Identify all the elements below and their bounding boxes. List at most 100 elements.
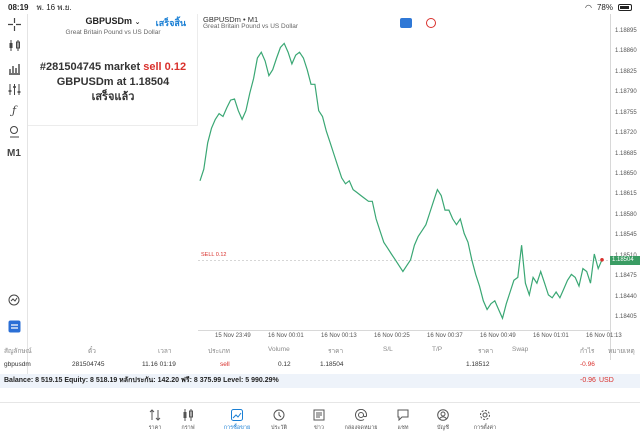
row-ticket: 281504745	[72, 361, 105, 368]
col-type: ประเภท	[208, 348, 230, 355]
nav-quotes-label: ราคา	[148, 425, 162, 431]
balance-currency: USD	[599, 377, 614, 384]
status-bar: 08:19 พ. 16 พ.ย. ◠ 78%	[0, 0, 640, 14]
row-current-price: 1.18512	[466, 361, 490, 368]
notification-symbol: GBPUSDm	[85, 16, 133, 26]
chart-icon	[183, 409, 193, 421]
mailbox-icon	[355, 409, 367, 421]
trade-notification: GBPUSDm ⌄ เสร็จสิ้น Great Britain Pound …	[28, 14, 198, 126]
positions-table-header: สัญลักษณ์ ตั๋ว เวลา ประเภท Volume ราคา S…	[0, 346, 640, 356]
chart-toolbar: ƒ M1	[0, 14, 28, 376]
price-tick: 1.18510	[615, 253, 637, 259]
objects-icon[interactable]	[5, 123, 23, 139]
account-icon	[437, 409, 449, 421]
nav-mailbox[interactable]: กล่องจดหมาย	[344, 409, 378, 432]
time-tick: 16 Nov 01:13	[586, 333, 622, 339]
col-ticket: ตั๋ว	[88, 348, 96, 355]
price-tick: 1.18825	[615, 68, 637, 75]
trade-level-icon[interactable]	[400, 18, 412, 28]
price-tick: 1.18860	[615, 48, 637, 55]
nav-history-label: ประวัติ	[270, 425, 288, 431]
nav-history[interactable]: ประวัติ	[262, 409, 296, 432]
price-tick: 1.18440	[615, 293, 637, 300]
nav-settings[interactable]: การตั้งค่า	[468, 409, 502, 432]
price-tick: 1.18895	[615, 27, 637, 34]
notification-status: เสร็จแล้ว	[91, 91, 135, 103]
row-type: sell	[220, 361, 230, 368]
price-tick: 1.18475	[615, 273, 637, 280]
bar-chart-icon[interactable]	[5, 60, 23, 76]
col-comment: หมายเหตุ	[608, 348, 635, 355]
price-line	[199, 42, 603, 321]
timeframe-button[interactable]: M1	[7, 147, 21, 159]
price-tick: 1.18720	[615, 130, 637, 137]
nav-chat[interactable]: แชท	[386, 409, 420, 432]
settings-icon	[480, 410, 490, 420]
crosshair-icon[interactable]	[5, 16, 23, 32]
battery-percent: 78%	[596, 2, 613, 12]
nav-news-label: ข่าว	[314, 425, 324, 431]
battery-icon	[618, 3, 632, 11]
row-price: 1.18504	[320, 361, 344, 368]
price-tick: 1.18580	[615, 211, 637, 218]
indicators-icon[interactable]	[5, 81, 23, 97]
last-price-marker	[600, 258, 604, 262]
row-symbol: gbpusdm	[4, 361, 31, 368]
zoom-icon[interactable]	[5, 292, 23, 308]
time-tick: 16 Nov 01:01	[533, 333, 569, 339]
time-axis	[198, 330, 610, 344]
sell-position-label: SELL 0.12	[201, 252, 227, 259]
nav-trade[interactable]: การซื้อขาย	[220, 409, 254, 432]
col-profit: กำไร	[580, 348, 595, 355]
time-tick: 16 Nov 00:13	[321, 333, 357, 339]
nav-account-label: บัญชี	[437, 425, 449, 431]
nav-mailbox-label: กล่องจดหมาย	[344, 425, 378, 431]
col-tp: T/P	[432, 346, 443, 353]
col-time: เวลา	[158, 348, 172, 355]
done-button[interactable]: เสร็จสิ้น	[155, 18, 186, 28]
nav-settings-label: การตั้งค่า	[473, 425, 497, 431]
time-tick: 16 Nov 00:25	[374, 333, 410, 339]
one-click-trading-icon[interactable]	[5, 318, 23, 334]
price-axis	[610, 14, 640, 360]
table-row[interactable]: gbpusdm 281504745 11.16 01:19 sell 0.12 …	[0, 361, 640, 371]
notification-description: Great Britain Pound vs US Dollar	[65, 29, 161, 36]
nav-news[interactable]: ข่าว	[302, 409, 336, 432]
nav-quotes[interactable]: ราคา	[138, 409, 172, 432]
col-sl: S/L	[383, 346, 393, 353]
nav-trade-label: การซื้อขาย	[223, 425, 251, 431]
balance-text: Balance: 8 519.15 Equity: 8 518.19 หลักป…	[4, 377, 279, 384]
col-volume: Volume	[268, 346, 290, 353]
current-price-tag: 1.18504	[610, 256, 640, 266]
function-icon[interactable]: ƒ	[11, 103, 17, 117]
time-tick: 15 Nov 23:49	[215, 333, 251, 339]
col-swap: Swap	[512, 346, 529, 353]
row-time: 11.16 01:19	[142, 361, 176, 368]
status-date: พ. 16 พ.ย.	[36, 2, 72, 12]
candlestick-icon[interactable]	[5, 37, 23, 53]
balance-profit: -0.96	[580, 377, 596, 384]
nav-account[interactable]: บัญชี	[426, 409, 460, 432]
time-tick: 16 Nov 00:37	[427, 333, 463, 339]
nav-chat-label: แชท	[397, 425, 409, 431]
col-symbol: สัญลักษณ์	[4, 348, 32, 355]
time-tick: 16 Nov 00:49	[480, 333, 516, 339]
chart-icons	[400, 18, 436, 28]
chat-icon	[397, 409, 409, 421]
chevron-down-icon: ⌄	[134, 19, 141, 26]
price-tick: 1.18650	[615, 171, 637, 177]
row-volume: 0.12	[278, 361, 291, 368]
wifi-icon: ◠	[585, 2, 592, 12]
notification-price: GBPUSDm at 1.18504	[56, 76, 170, 88]
price-tick: 1.18755	[615, 109, 637, 116]
chart-subtitle: Great Britain Pound vs US Dollar	[203, 23, 299, 30]
chart-color-icon[interactable]	[426, 18, 436, 28]
chart-title: GBPUSDm • M1	[203, 15, 259, 24]
trade-icon	[231, 409, 243, 421]
price-tick: 1.18405	[615, 314, 637, 321]
news-icon	[313, 409, 325, 421]
notification-sell: sell 0.12	[143, 61, 187, 73]
nav-chart[interactable]: กราฟ	[171, 409, 205, 432]
price-tick: 1.18615	[615, 191, 637, 198]
